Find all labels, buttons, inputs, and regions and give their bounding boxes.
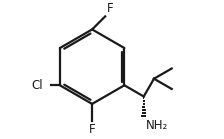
Text: F: F xyxy=(89,123,95,136)
Text: F: F xyxy=(106,2,113,15)
Text: Cl: Cl xyxy=(32,79,43,92)
Text: NH₂: NH₂ xyxy=(146,119,168,132)
